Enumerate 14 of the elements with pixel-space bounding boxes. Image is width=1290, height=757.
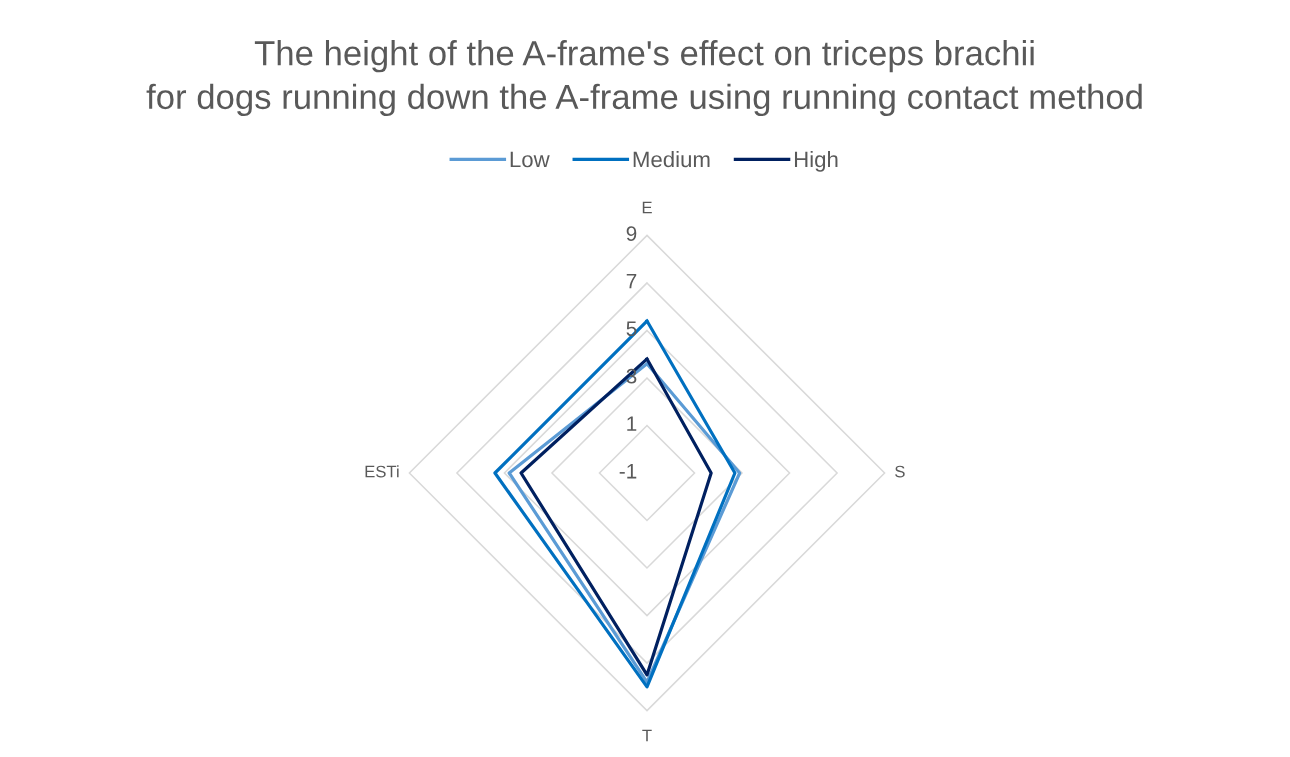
y-tick-label: 3 (626, 368, 637, 384)
spoke-label: E (642, 201, 652, 214)
legend-label: Medium (633, 151, 710, 168)
y-tick-label: -1 (619, 464, 637, 479)
spoke-label: T (642, 729, 652, 742)
y-tick-label: 7 (626, 273, 637, 289)
spoke-label: S (895, 465, 905, 478)
y-tick-label: 1 (627, 416, 637, 431)
y-tick-label: 9 (626, 226, 637, 241)
y-tick-label: 5 (626, 321, 637, 337)
chart-title: The height of the A-frame's effect on triceps brachii for dogs running down the A-frame using running contact method (146, 40, 1142, 117)
legend-label: Low (510, 151, 550, 168)
legend-label: High (794, 151, 838, 172)
spoke-label: ESTi (365, 465, 399, 478)
